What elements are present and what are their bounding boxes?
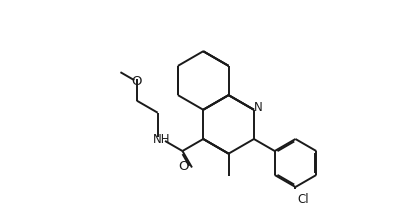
Text: NH: NH <box>153 132 170 145</box>
Text: Cl: Cl <box>298 193 309 206</box>
Text: O: O <box>132 75 142 88</box>
Text: O: O <box>179 160 189 173</box>
Text: N: N <box>254 101 262 114</box>
